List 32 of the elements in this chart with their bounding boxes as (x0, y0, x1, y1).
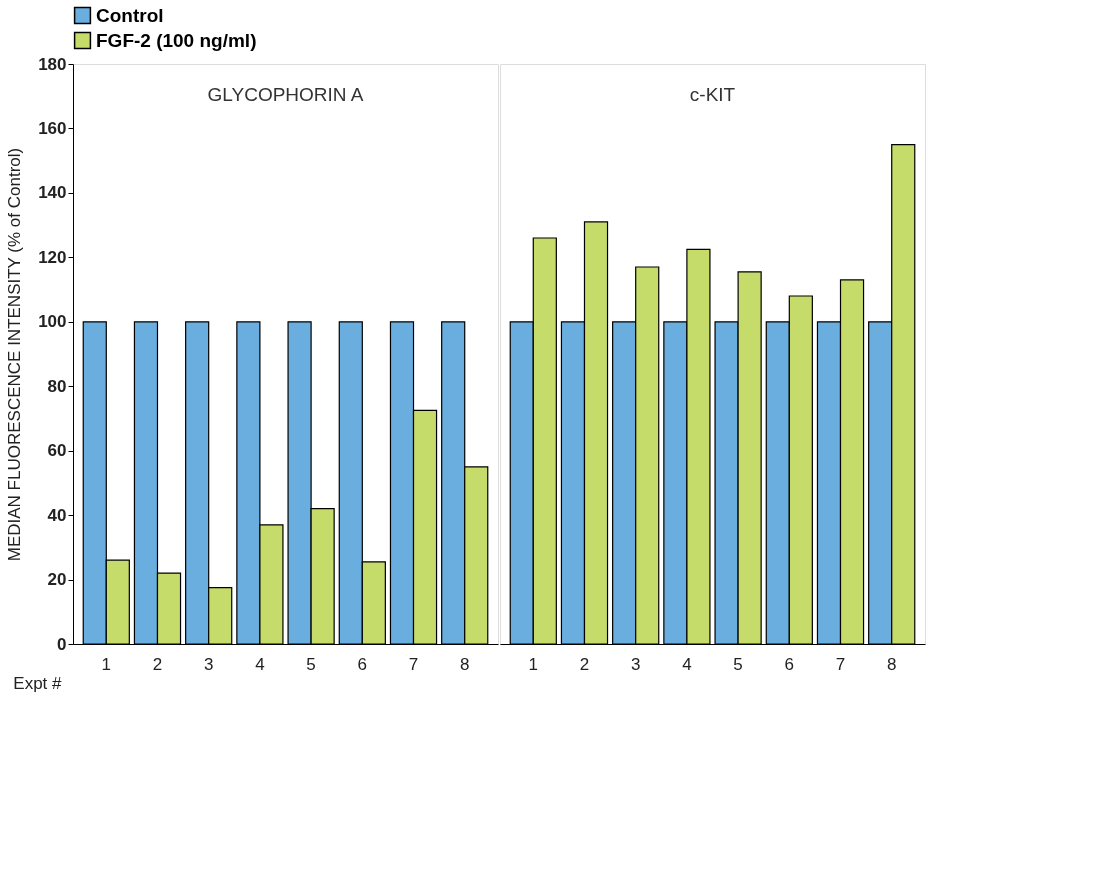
x-tick-label: 8 (459, 654, 470, 674)
x-tick-label: 7 (408, 654, 419, 674)
y-tick-label: 40 (47, 505, 67, 525)
y-tick-label: 20 (47, 570, 67, 590)
y-tick-label: 180 (38, 54, 67, 74)
x-tick-label: 3 (203, 654, 214, 674)
x-tick-label: 5 (733, 654, 743, 674)
x-tick-label: 1 (101, 654, 112, 674)
y-tick-label: 160 (38, 118, 67, 138)
x-tick-label: 2 (152, 654, 163, 674)
x-tick-label: 1 (528, 654, 539, 674)
x-tick-label: 5 (306, 654, 316, 674)
x-tick-label: 2 (579, 654, 590, 674)
x-tick-label: 6 (357, 654, 368, 674)
x-axis-title: Expt # (13, 673, 63, 693)
legend-label: Control (96, 4, 164, 26)
y-tick-label: 80 (47, 376, 67, 396)
y-tick-label: 100 (38, 312, 67, 332)
y-tick-label: 140 (38, 183, 67, 203)
y-tick-label: 60 (47, 441, 67, 461)
x-tick-label: 7 (835, 654, 846, 674)
x-tick-label: 6 (784, 654, 795, 674)
text: c-KIT (689, 84, 736, 105)
x-tick-label: 3 (630, 654, 641, 674)
legend-label: FGF-2 (100 ng/ml) (96, 29, 257, 51)
text: GLYCOPHORIN A (207, 84, 364, 105)
x-tick-label: 4 (682, 654, 692, 674)
x-tick-label: 4 (255, 654, 265, 674)
x-tick-label: 8 (886, 654, 897, 674)
y-tick-label: 0 (57, 634, 67, 654)
y-axis-title: MEDIAN FLUORESCENCE INTENSITY (% of Control) (5, 147, 25, 562)
y-tick-label: 120 (38, 247, 67, 267)
